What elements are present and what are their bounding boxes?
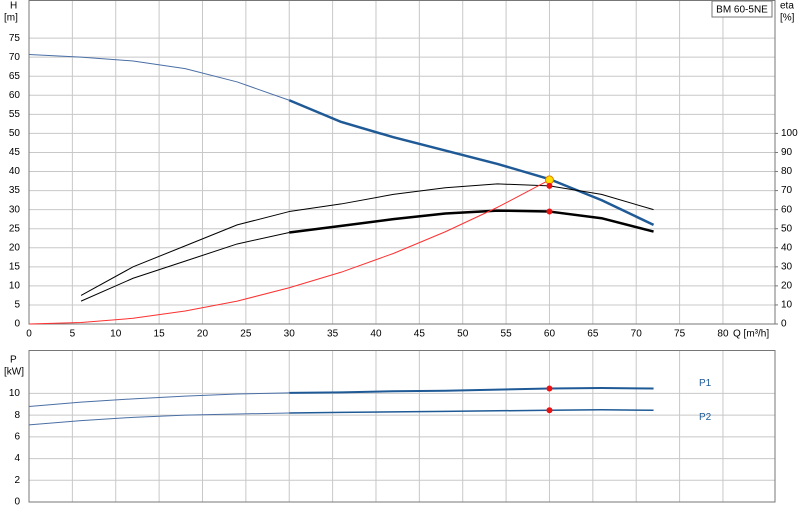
series-line (288, 99, 655, 227)
x-tick-label: 55 (501, 329, 513, 340)
y-tick-label: 30 (9, 204, 21, 215)
series-line (28, 412, 290, 426)
y-tick-label: 10 (9, 281, 21, 292)
y-tick-label: 75 (9, 33, 21, 44)
series-line (28, 179, 550, 325)
y-tick-label: 60 (9, 90, 21, 101)
y-axis-label: [kW] (4, 367, 24, 378)
y-tick-label: 2 (14, 475, 20, 486)
x-tick-label: 75 (674, 329, 686, 340)
y-tick-label: 70 (9, 52, 21, 63)
series-label: P2 (699, 412, 712, 423)
duty-point (546, 385, 553, 392)
y-tick-label: 0 (14, 497, 20, 508)
x-tick-label: 45 (414, 329, 426, 340)
x-tick-label: 20 (197, 329, 209, 340)
duty-point (546, 208, 553, 215)
y-tick-label: 8 (14, 410, 20, 421)
y-tick-label: 65 (9, 71, 21, 82)
plot-frame (28, 0, 776, 325)
x-tick-label: 70 (631, 329, 643, 340)
chart-title: BM 60-5NE (716, 5, 768, 16)
y2-tick-label: 0 (781, 319, 787, 330)
duty-point (546, 407, 553, 414)
x-tick-label: 40 (370, 329, 382, 340)
duty-point (546, 182, 553, 189)
y-tick-label: 45 (9, 147, 21, 158)
y-tick-label: 40 (9, 166, 21, 177)
y-tick-label: 4 (14, 453, 20, 464)
series-line (80, 232, 290, 302)
y2-tick-label: 90 (781, 147, 793, 158)
x-tick-label: 65 (587, 329, 599, 340)
y-tick-label: 25 (9, 223, 21, 234)
x-tick-label: 5 (70, 329, 76, 340)
y-axis-label: [m] (4, 13, 18, 24)
y2-tick-label: 50 (781, 223, 793, 234)
duty-point (544, 175, 554, 185)
y-tick-label: 0 (14, 319, 20, 330)
series-line (289, 408, 654, 414)
y-tick-label: 20 (9, 242, 21, 253)
y-tick-label: 35 (9, 185, 21, 196)
x-tick-label: 25 (240, 329, 252, 340)
x-tick-label: 50 (457, 329, 469, 340)
x-tick-label: 0 (26, 329, 32, 340)
y2-tick-label: 10 (781, 300, 793, 311)
x-tick-label: 35 (327, 329, 339, 340)
y2-tick-label: 40 (781, 242, 793, 253)
y2-tick-label: 20 (781, 281, 793, 292)
y-tick-label: 50 (9, 128, 21, 139)
series-line (289, 209, 654, 234)
y2-axis-label: [%] (780, 13, 795, 24)
x-tick-label: 30 (284, 329, 296, 340)
y2-axis-label: eta (780, 1, 794, 12)
series-label: P1 (699, 378, 712, 389)
y-tick-label: 55 (9, 109, 21, 120)
series-line (28, 54, 290, 101)
y2-tick-label: 80 (781, 166, 793, 177)
x-tick-label: 10 (110, 329, 122, 340)
x-axis-label: Q [m³/h] (733, 329, 769, 340)
x-tick-label: 60 (544, 329, 556, 340)
y-tick-label: 6 (14, 431, 20, 442)
y-tick-label: 10 (9, 388, 21, 399)
y-axis-label: P (10, 355, 17, 366)
series-line (28, 392, 290, 407)
x-tick-label: 80 (717, 329, 729, 340)
y2-tick-label: 70 (781, 185, 793, 196)
y2-tick-label: 100 (781, 128, 798, 139)
series-line (289, 387, 654, 394)
series-line (80, 183, 654, 296)
y-tick-label: 5 (14, 300, 20, 311)
x-tick-label: 15 (154, 329, 166, 340)
y2-tick-label: 60 (781, 204, 793, 215)
y-axis-label: H (10, 1, 17, 12)
title-box (711, 0, 773, 18)
y-tick-label: 15 (9, 261, 21, 272)
y2-tick-label: 30 (781, 261, 793, 272)
plot-frame (28, 350, 776, 503)
